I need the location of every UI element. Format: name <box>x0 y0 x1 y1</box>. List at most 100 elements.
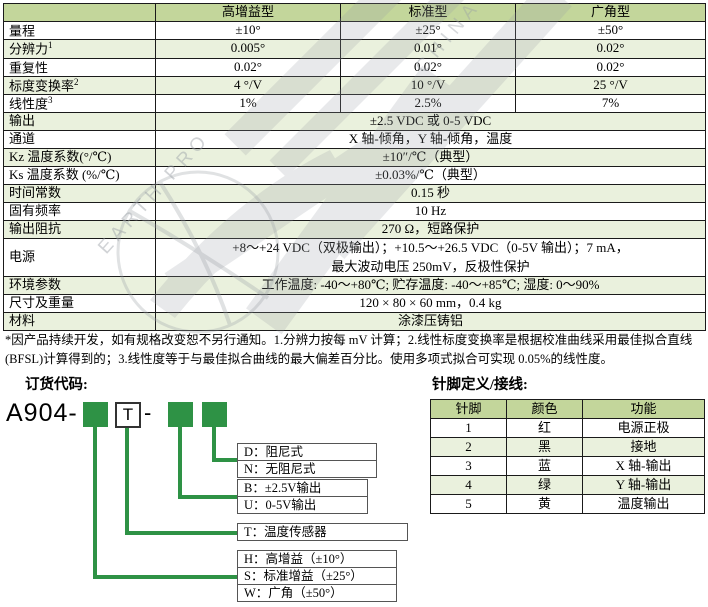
table-row: 尺寸及重量 120 × 80 × 60 mm，0.4 kg <box>3 293 706 313</box>
spec-value: ±10° <box>155 20 341 41</box>
spec-label: 通道 <box>3 130 156 150</box>
pin-header-pin: 针脚 <box>430 399 507 419</box>
pin-header-function: 功能 <box>582 399 705 419</box>
spec-header-high-gain: 高增益型 <box>155 3 341 22</box>
table-row: 材料 涂漆压铸铝 <box>3 311 706 331</box>
pin-number: 1 <box>430 418 507 438</box>
pin-table: 针脚 颜色 功能 1 红 电源正极 2 黑 接地 3 蓝 X 轴-输出 4 <box>430 399 705 514</box>
pin-number: 2 <box>430 437 507 457</box>
spec-value: +8～+24 VDC（双极输出）；+10.5～+26.5 VDC（0-5V 输出… <box>155 238 706 277</box>
table-row: Kz 温度系数(°/℃) ±10″/℃（典型） <box>3 148 706 168</box>
footnote-ref: 2 <box>74 76 79 87</box>
code-dash: - <box>144 400 152 425</box>
pin-header-color: 颜色 <box>506 399 583 419</box>
spec-value: 0.15 秒 <box>155 184 706 204</box>
spec-label: 尺寸及重量 <box>3 293 156 313</box>
spec-label: Ks 温度系数 (%/℃) <box>3 166 156 186</box>
pin-function: 电源正极 <box>582 418 705 438</box>
connector-line-temp <box>125 427 129 535</box>
pin-color: 黑 <box>506 437 583 457</box>
pin-color: 红 <box>506 418 583 438</box>
legend-item: B：±2.5V输出 <box>237 479 368 497</box>
pin-function: X 轴-输出 <box>582 456 705 476</box>
table-row: 3 蓝 X 轴-输出 <box>430 456 705 476</box>
legend-damping: D：阻尼式 N：无阻尼式 <box>237 443 377 478</box>
pin-number: 4 <box>430 475 507 495</box>
legend-item: S：标准增益（±25°） <box>237 567 397 585</box>
footnote-ref: 3 <box>48 95 53 106</box>
spec-label: 输出 <box>3 112 156 132</box>
spec-label: 输出阻抗 <box>3 220 156 240</box>
table-row: 通道 X 轴-倾角，Y 轴-倾角，温度 <box>3 130 706 150</box>
connector-line-output <box>178 427 182 499</box>
pin-definition-heading: 针脚定义/接线: <box>432 377 528 393</box>
pin-number: 5 <box>430 494 507 514</box>
table-row: 5 黄 温度输出 <box>430 494 705 514</box>
spec-label: 固有频率 <box>3 202 156 222</box>
spec-label: Kz 温度系数(°/℃) <box>3 148 156 168</box>
table-row: 1 红 电源正极 <box>430 418 705 438</box>
table-row: 输出 ±2.5 VDC 或 0-5 VDC <box>3 112 706 132</box>
spec-value: ±25° <box>340 20 516 41</box>
legend-item: N：无阻尼式 <box>237 460 377 478</box>
legend-item: W：广角（±50°） <box>237 584 397 602</box>
connector-line-gain <box>93 427 97 579</box>
spec-label: 时间常数 <box>3 184 156 204</box>
legend-item: H：高增益（±10°） <box>237 550 397 568</box>
pin-function: 接地 <box>582 437 705 457</box>
spec-table: 高增益型 标准型 广角型 量程 ±10° ±25° ±50° 分辨力1 0.00… <box>3 3 706 331</box>
spec-value: 0.01° <box>340 39 516 59</box>
connector-line-gain <box>93 575 239 579</box>
spec-value: 7% <box>515 94 706 114</box>
spec-label: 材料 <box>3 311 156 331</box>
spec-value: 10 Hz <box>155 202 706 222</box>
spec-header-row: 高增益型 标准型 广角型 <box>3 3 706 22</box>
code-box-temp: T <box>115 402 141 428</box>
spec-value: 4 °/V <box>155 75 341 96</box>
spec-value: 270 Ω，短路保护 <box>155 220 706 240</box>
pin-color: 绿 <box>506 475 583 495</box>
code-box-output <box>168 402 193 427</box>
pin-function: 温度输出 <box>582 494 705 514</box>
table-row: 线性度3 1% 2.5% 7% <box>3 94 706 114</box>
spec-value: 120 × 80 × 60 mm，0.4 kg <box>155 293 706 313</box>
spec-value: ±2.5 VDC 或 0-5 VDC <box>155 112 706 132</box>
spec-value: 工作温度: -40～+80℃; 贮存温度: -40～+85℃; 湿度: 0～90… <box>155 275 706 295</box>
code-box-gain <box>83 402 108 427</box>
pin-color: 黄 <box>506 494 583 514</box>
table-row: 量程 ±10° ±25° ±50° <box>3 20 706 41</box>
connector-line-temp <box>125 531 239 535</box>
table-row: 固有频率 10 Hz <box>3 202 706 222</box>
spec-value: 0.02° <box>515 57 706 77</box>
legend-temp: T：温度传感器 <box>237 523 408 541</box>
spec-header-blank <box>3 3 156 22</box>
pin-color: 蓝 <box>506 456 583 476</box>
ordering-code-heading: 订货代码: <box>25 377 88 393</box>
table-row: 时间常数 0.15 秒 <box>3 184 706 204</box>
table-row: 分辨力1 0.005° 0.01° 0.02° <box>3 39 706 59</box>
spec-value: ±0.03%/℃（典型） <box>155 166 706 186</box>
spec-value: ±50° <box>515 20 706 41</box>
table-row: Ks 温度系数 (%/℃) ±0.03%/℃（典型） <box>3 166 706 186</box>
legend-item: T：温度传感器 <box>237 523 408 541</box>
pin-header-row: 针脚 颜色 功能 <box>430 399 705 419</box>
legend-item: D：阻尼式 <box>237 443 377 461</box>
table-row: 环境参数 工作温度: -40～+80℃; 贮存温度: -40～+85℃; 湿度:… <box>3 275 706 295</box>
spec-label: 线性度3 <box>3 94 156 114</box>
footnote-text: *因产品持续开发，如有规格改变恕不另行通知。1.分辨力按每 mV 计算；2.线性… <box>5 333 693 367</box>
code-box-damping <box>202 402 227 427</box>
spec-label: 量程 <box>3 20 156 41</box>
pin-number: 3 <box>430 456 507 476</box>
pin-function: Y 轴-输出 <box>582 475 705 495</box>
footnote-ref: 1 <box>48 40 53 51</box>
spec-label: 环境参数 <box>3 275 156 295</box>
spec-value: 0.02° <box>515 39 706 59</box>
spec-value: ±10″/℃（典型） <box>155 148 706 168</box>
table-row: 2 黑 接地 <box>430 437 705 457</box>
spec-value: 2.5% <box>340 94 516 114</box>
spec-label: 标度变换率2 <box>3 75 156 96</box>
table-row: 输出阻抗 270 Ω，短路保护 <box>3 220 706 240</box>
spec-label: 电源 <box>3 238 156 277</box>
spec-value: 25 °/V <box>515 75 706 96</box>
